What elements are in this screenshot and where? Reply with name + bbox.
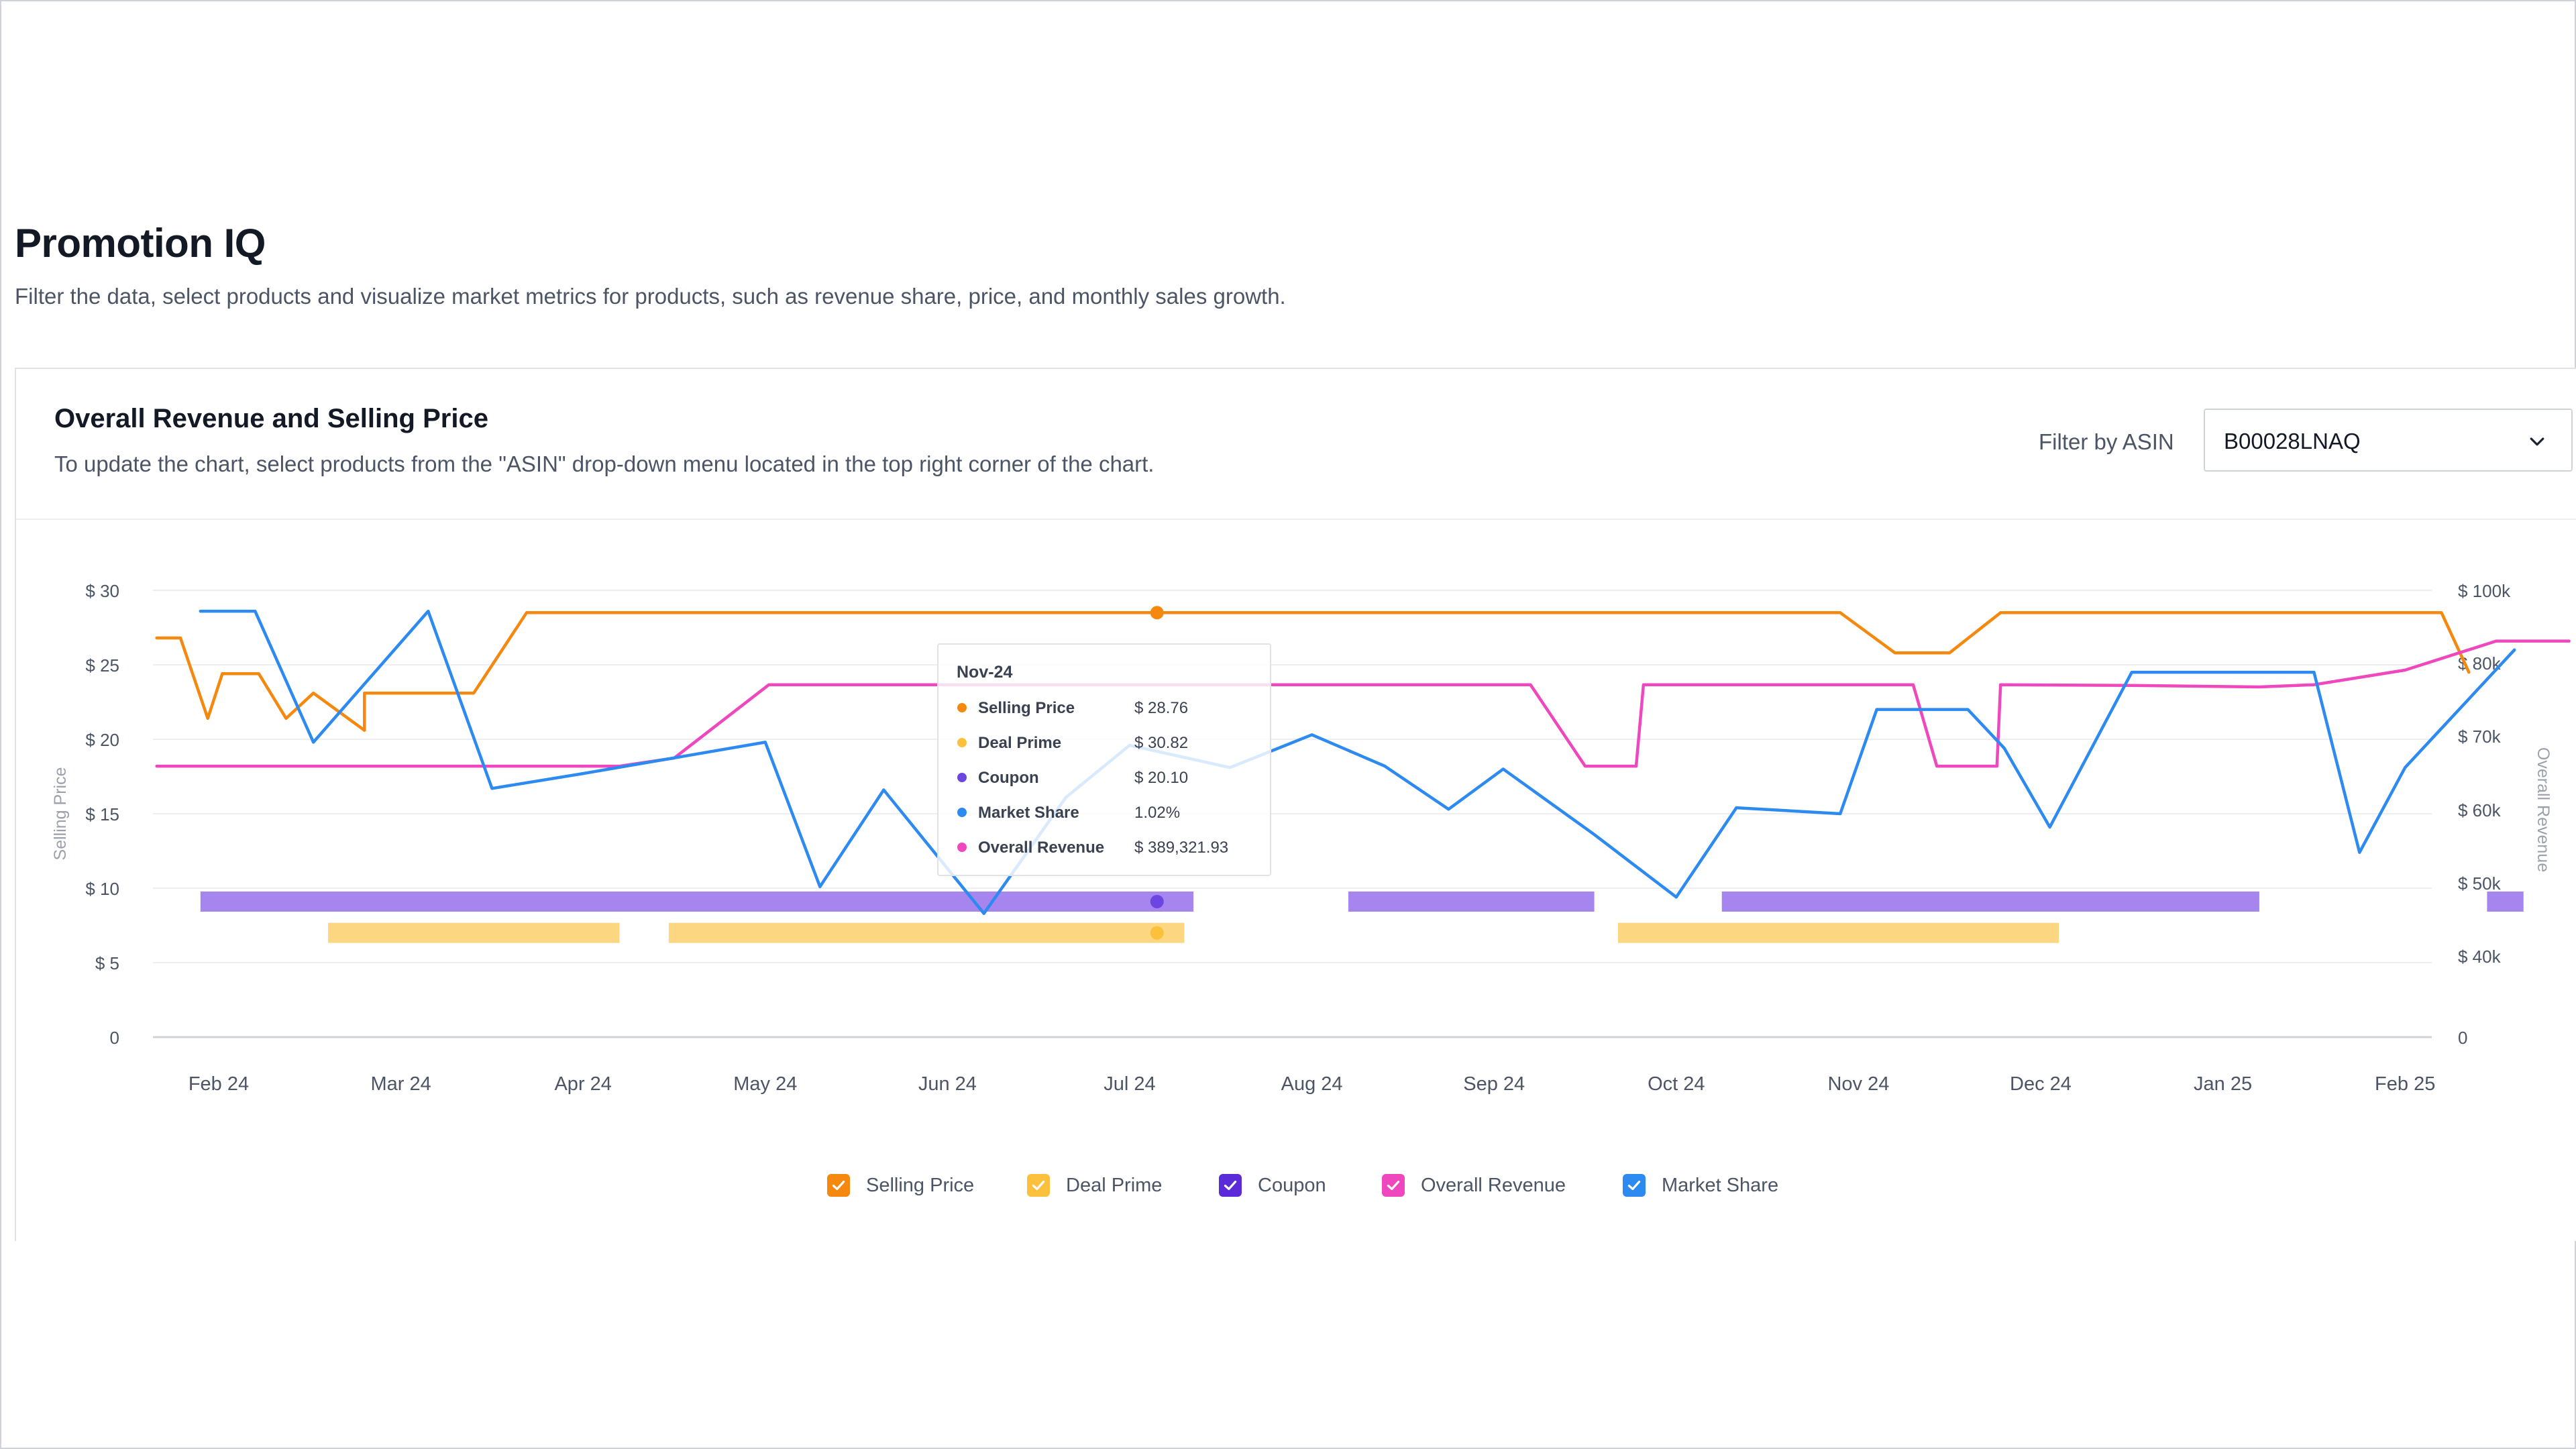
tooltip-dot: [957, 843, 967, 852]
tooltip-value: $ 28.76: [1134, 699, 1188, 717]
deal-prime-marker: [1150, 926, 1164, 940]
x-tick-label: Dec 24: [2010, 1073, 2072, 1095]
tooltip-title: Nov-24: [957, 663, 1012, 682]
coupon-bar: [1348, 892, 1595, 912]
x-tick-label: Feb 24: [189, 1073, 249, 1095]
tooltip-dot: [957, 808, 967, 817]
market-share-line: [201, 611, 2514, 914]
deal-prime-bar: [669, 923, 1185, 943]
y-axis-title: Selling Price: [51, 767, 70, 861]
tooltip-value: 1.02%: [1134, 804, 1180, 822]
x-tick-label: Feb 25: [2375, 1073, 2435, 1095]
tooltip-dot: [957, 773, 967, 782]
tooltip-label: Selling Price: [978, 699, 1075, 717]
y-tick-label: $ 10: [85, 879, 119, 899]
coupon-bar: [1722, 892, 2259, 912]
y2-tick-label: $ 40k: [2458, 947, 2502, 967]
tooltip-label: Deal Prime: [978, 734, 1061, 752]
x-tick-label: Jun 24: [918, 1073, 977, 1095]
x-tick-label: Sep 24: [1463, 1073, 1525, 1095]
x-tick-label: Apr 24: [554, 1073, 611, 1095]
deal-prime-bar: [328, 923, 620, 943]
tooltip-value: $ 20.10: [1134, 769, 1188, 787]
y2-tick-label: $ 60k: [2458, 800, 2502, 820]
legend-label: Coupon: [1258, 1175, 1326, 1197]
legend-label: Market Share: [1662, 1175, 1778, 1197]
legend-label: Deal Prime: [1066, 1175, 1162, 1197]
tooltip-label: Overall Revenue: [978, 839, 1104, 857]
x-tick-label: Mar 24: [370, 1073, 431, 1095]
y2-axis-title: Overall Revenue: [2534, 747, 2553, 872]
tooltip-label: Market Share: [978, 804, 1079, 822]
tooltip-dot: [957, 703, 967, 712]
legend-label: Selling Price: [866, 1175, 974, 1197]
y-tick-label: $ 25: [85, 655, 119, 676]
y2-tick-label: $ 70k: [2458, 727, 2502, 747]
check-icon: [827, 1174, 850, 1197]
x-tick-label: Oct 24: [1648, 1073, 1705, 1095]
chart-legend: Selling Price Deal Prime Coupon Overall Rev…: [0, 1165, 2576, 1205]
coupon-marker: [1150, 895, 1164, 908]
tooltip-value: $ 389,321.93: [1134, 839, 1228, 857]
tooltip-dot: [957, 738, 967, 747]
chart: 0 $ 5 $ 10 $ 15 $ 20 $ 25 $ 30 0 $ 40k $ 50k $ 60k…: [0, 0, 2576, 1449]
check-icon: [1382, 1174, 1405, 1197]
tooltip-label: Coupon: [978, 769, 1039, 787]
y-tick-label: $ 5: [95, 953, 119, 973]
selling-price-marker: [1150, 606, 1164, 619]
y2-tick-label: $ 50k: [2458, 873, 2502, 894]
overall-revenue-line: [157, 641, 2569, 767]
x-tick-label: Nov 24: [1827, 1073, 1889, 1095]
x-tick-label: Jan 25: [2194, 1073, 2252, 1095]
y2-tick-label: 0: [2458, 1028, 2467, 1048]
x-tick-label: May 24: [733, 1073, 797, 1095]
legend-item-overall-revenue[interactable]: Overall Revenue: [1382, 1165, 1566, 1205]
check-icon: [1623, 1174, 1646, 1197]
y2-tick-label: $ 100k: [2458, 581, 2511, 601]
coupon-bar: [201, 892, 1193, 912]
legend-item-market-share[interactable]: Market Share: [1623, 1165, 1778, 1205]
tooltip-value: $ 30.82: [1134, 734, 1188, 752]
check-icon: [1027, 1174, 1050, 1197]
deal-prime-bar: [1618, 923, 2059, 943]
x-tick-label: Jul 24: [1104, 1073, 1155, 1095]
y-tick-label: 0: [110, 1028, 119, 1048]
legend-item-coupon[interactable]: Coupon: [1219, 1165, 1326, 1205]
coupon-bar: [2487, 892, 2523, 912]
legend-item-selling-price[interactable]: Selling Price: [827, 1165, 974, 1205]
y-tick-label: $ 15: [85, 804, 119, 824]
check-icon: [1219, 1174, 1242, 1197]
selling-price-line: [157, 612, 2469, 730]
x-tick-label: Aug 24: [1281, 1073, 1343, 1095]
y-tick-label: $ 20: [85, 730, 119, 750]
chart-tooltip: Nov-24 Selling Price $ 28.76 Deal Prime $ 30…: [938, 644, 1271, 875]
legend-label: Overall Revenue: [1421, 1175, 1566, 1197]
legend-item-deal-prime[interactable]: Deal Prime: [1027, 1165, 1162, 1205]
y-tick-label: $ 30: [85, 581, 119, 601]
